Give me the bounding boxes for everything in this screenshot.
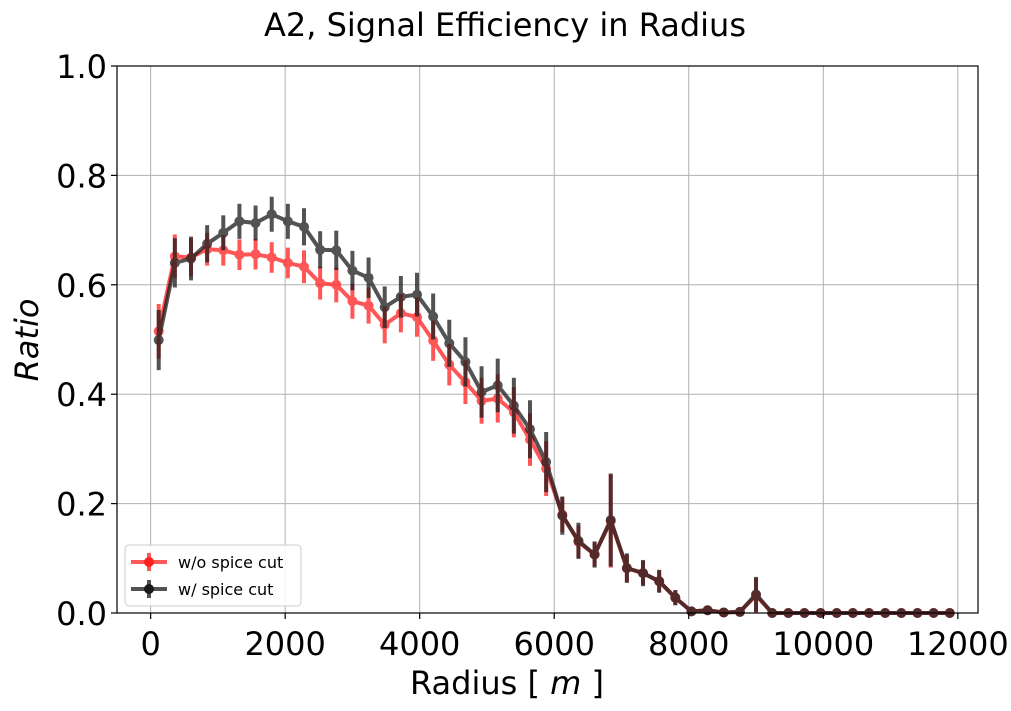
y-tick-label: 0.8 (56, 157, 107, 195)
data-point (638, 568, 649, 579)
data-point (331, 279, 342, 290)
chart-title: A2, Signal Efficiency in Radius (264, 6, 746, 44)
data-point (412, 289, 423, 300)
x-tick-label: 6000 (514, 625, 595, 663)
data-point (250, 249, 261, 260)
x-tick-label: 8000 (648, 625, 729, 663)
y-axis-label: Ratio (8, 299, 46, 382)
legend-entry-1: w/ spice cut (131, 580, 273, 599)
data-point (492, 380, 503, 391)
data-point (250, 217, 261, 228)
data-point (573, 535, 584, 546)
y-tick-label: 0.2 (56, 486, 107, 524)
data-point (218, 227, 229, 238)
data-point (428, 311, 439, 322)
legend-label-0: w/o spice cut (178, 553, 283, 572)
data-point (363, 272, 374, 283)
data-point (363, 300, 374, 311)
data-point (202, 238, 213, 249)
data-point (347, 265, 358, 276)
data-point (476, 387, 487, 398)
data-point (686, 606, 697, 617)
data-point (734, 606, 745, 617)
data-point (153, 335, 164, 346)
data-point (169, 257, 180, 268)
data-point (282, 257, 293, 268)
data-point (395, 291, 406, 302)
data-point (331, 245, 342, 256)
legend-label-1: w/ spice cut (178, 580, 273, 599)
grid-lines (117, 65, 978, 614)
y-tick-label: 0.6 (56, 267, 107, 305)
x-tick-label: 2000 (244, 625, 325, 663)
data-point (605, 515, 616, 526)
legend-entry-0: w/o spice cut (131, 553, 283, 572)
plot-frame (116, 65, 979, 614)
data-point (702, 605, 713, 616)
data-point (412, 312, 423, 323)
x-axis-label: Radius [ m ] (410, 664, 604, 702)
data-point (508, 400, 519, 411)
data-point (379, 302, 390, 313)
data-point (298, 261, 309, 272)
legend: w/o spice cut w/ spice cut (124, 544, 302, 607)
data-point (282, 216, 293, 227)
x-tick-label: 0 (140, 625, 160, 663)
y-axis: 0.0 0.2 0.4 0.6 0.8 1.0 (56, 48, 117, 633)
data-point (315, 244, 326, 255)
data-point (654, 576, 665, 587)
data-point (234, 249, 245, 260)
data-point (751, 589, 762, 600)
data-point (266, 209, 277, 220)
data-point (347, 296, 358, 307)
x-tick-label: 10000 (772, 625, 874, 663)
data-point (266, 252, 277, 263)
data-point (428, 335, 439, 346)
data-point (621, 563, 632, 574)
y-tick-label: 1.0 (56, 48, 107, 86)
legend-box (124, 544, 302, 607)
x-tick-label: 4000 (379, 625, 460, 663)
x-axis: 0 2000 4000 6000 8000 10000 12000 (140, 613, 1009, 663)
data-point (541, 457, 552, 468)
data-point (298, 221, 309, 232)
data-point (525, 424, 536, 435)
x-tick-label: 12000 (907, 625, 1009, 663)
data-point (444, 338, 455, 349)
data-point (234, 216, 245, 227)
y-tick-label: 0.4 (56, 376, 107, 414)
data-point (315, 278, 326, 289)
data-point (460, 356, 471, 367)
y-tick-label: 0.0 (56, 595, 107, 633)
legend-marker-1 (144, 584, 154, 594)
data-point (589, 549, 600, 560)
data-point (670, 592, 681, 603)
data-point (557, 510, 568, 521)
data-point (185, 253, 196, 264)
legend-marker-0 (144, 557, 154, 567)
